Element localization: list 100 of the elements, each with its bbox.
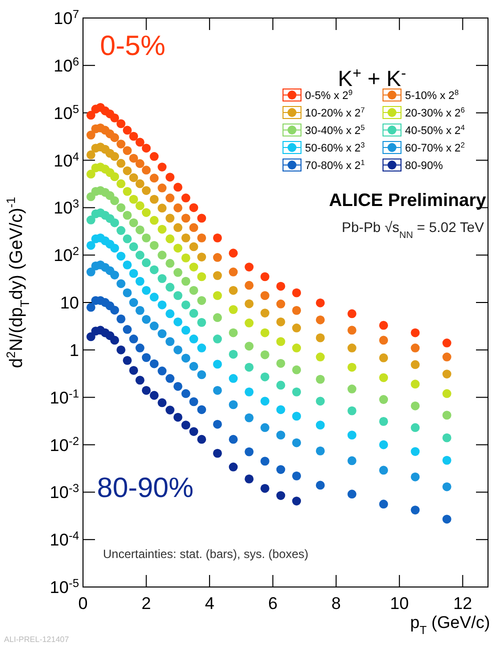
point: [142, 144, 151, 153]
point: [158, 300, 167, 310]
point: [292, 344, 302, 352]
point: [410, 344, 420, 352]
point: [150, 174, 159, 183]
point: [442, 338, 452, 348]
point: [292, 365, 302, 374]
point: [379, 353, 388, 362]
point: [150, 265, 159, 274]
legend-label: 5-10% x 2$^{8}$: [405, 88, 459, 102]
point: [213, 234, 222, 242]
point: [116, 252, 126, 261]
point: [173, 182, 182, 192]
point: [158, 184, 167, 192]
point: [150, 194, 159, 204]
legend-label: 60-70% x 2$^{2}$: [405, 140, 465, 154]
point: [189, 334, 198, 344]
point: [292, 496, 302, 506]
point: [122, 234, 132, 244]
point: [197, 234, 206, 242]
x-tick-label: 0: [78, 594, 88, 613]
legend-label: 70-80% x 2$^{1}$: [305, 158, 365, 172]
point: [213, 313, 222, 322]
point: [181, 254, 190, 262]
point: [158, 204, 167, 213]
point: [142, 208, 151, 217]
point: [292, 288, 302, 298]
point: [116, 345, 126, 354]
point: [316, 396, 325, 406]
point: [276, 380, 286, 390]
point: [181, 326, 190, 335]
point: [316, 352, 325, 362]
point: [122, 126, 132, 135]
point: [316, 480, 325, 490]
point: [189, 286, 198, 295]
y-tick-label: 10$^{-5}$: [50, 578, 79, 597]
point: [166, 234, 174, 244]
legend-label: 10-20% x 2$^{7}$: [305, 105, 365, 120]
point: [110, 244, 120, 253]
point: [181, 420, 190, 430]
point: [173, 244, 182, 253]
point: [379, 466, 388, 475]
point: [379, 440, 388, 450]
point: [292, 471, 302, 480]
point: [158, 250, 167, 260]
point: [150, 390, 159, 400]
point: [260, 484, 270, 493]
point: [150, 240, 159, 250]
point: [213, 360, 222, 369]
x-tick-label: 12: [453, 594, 472, 613]
point: [136, 225, 144, 234]
point: [197, 252, 206, 262]
point: [166, 406, 174, 414]
y-tick-label: 10: [60, 294, 79, 312]
point: [442, 370, 452, 378]
point: [150, 322, 159, 330]
point: [129, 298, 138, 307]
point: [142, 186, 151, 195]
point: [86, 170, 96, 179]
point: [158, 398, 167, 408]
point: [189, 362, 198, 371]
point: [410, 472, 420, 482]
y-tick-label: 10$^{3}$: [54, 198, 79, 218]
point: [379, 320, 388, 330]
point: [110, 152, 120, 161]
point: [173, 412, 182, 422]
point: [110, 270, 120, 280]
point: [316, 420, 325, 430]
point: [228, 328, 238, 338]
point: [189, 397, 198, 406]
point: [276, 337, 286, 346]
point: [348, 456, 356, 466]
annotation: Pb-Pb √s$_{NN}$ = 5.02 TeV: [342, 219, 485, 240]
point: [129, 242, 138, 252]
point: [158, 274, 167, 283]
point: [142, 314, 151, 324]
point: [173, 203, 182, 212]
point: [213, 420, 222, 429]
point: [166, 172, 174, 182]
point: [122, 186, 132, 196]
point: [110, 172, 120, 182]
point: [260, 396, 270, 406]
point: [244, 413, 254, 422]
point: [276, 317, 286, 326]
point: [136, 276, 144, 286]
point: [166, 337, 174, 346]
point: [86, 216, 96, 224]
point: [110, 218, 120, 228]
point: [260, 372, 270, 382]
y-tick-label: 10$^{6}$: [54, 56, 79, 76]
legend-label: 80-90%: [405, 160, 444, 172]
point: [244, 362, 254, 372]
point: [244, 299, 254, 308]
point: [197, 214, 206, 223]
point: [136, 201, 144, 210]
point: [379, 373, 388, 382]
point: [213, 253, 222, 262]
point: [181, 276, 190, 286]
point: [228, 374, 238, 383]
point: [110, 133, 120, 142]
